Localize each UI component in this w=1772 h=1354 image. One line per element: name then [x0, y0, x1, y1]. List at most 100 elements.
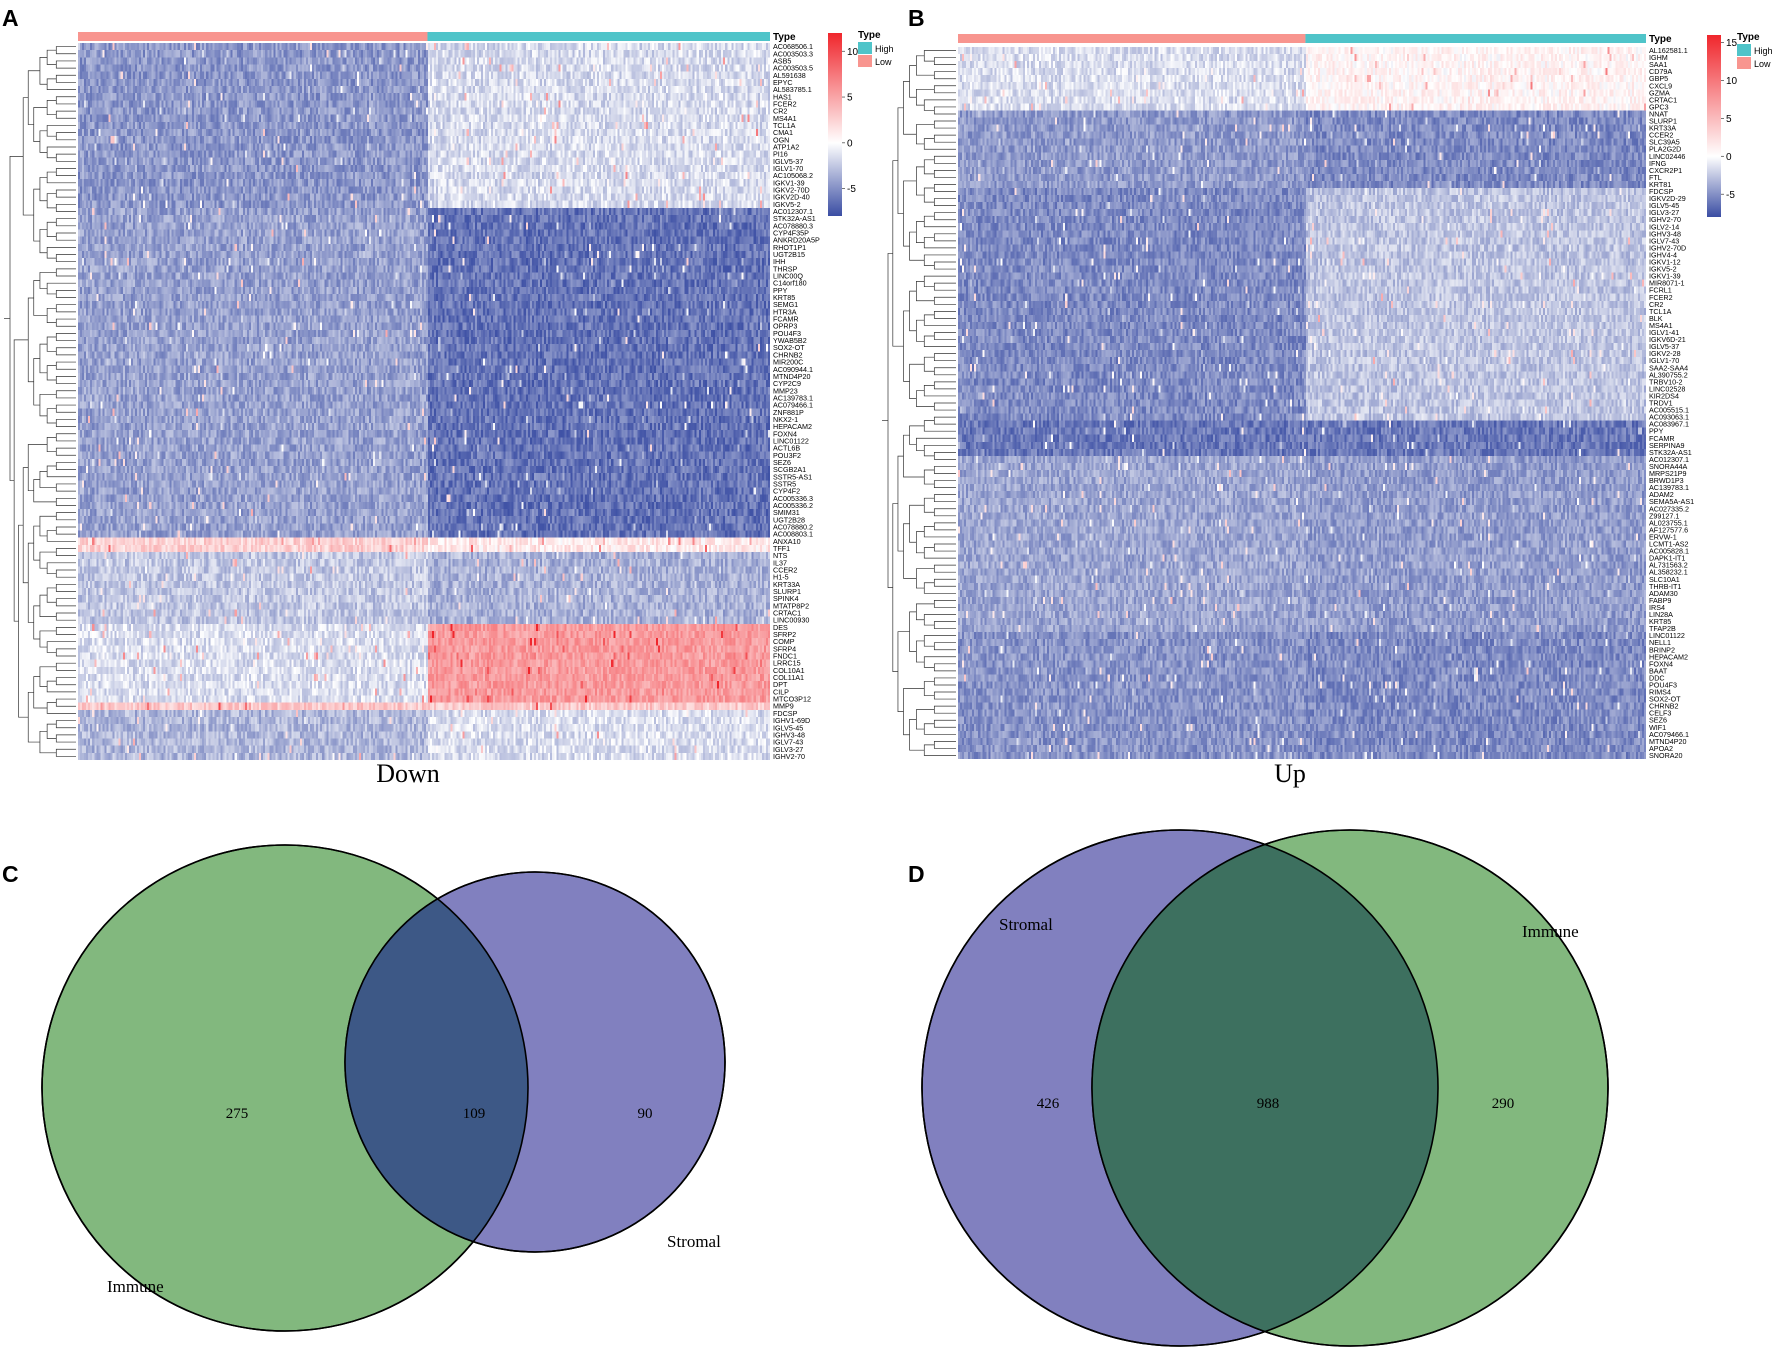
dendrogram-branch	[46, 282, 76, 295]
legend-swatch-high	[1737, 44, 1751, 56]
gene-label: COL11A1	[773, 673, 804, 682]
gene-label: FOXN4	[773, 429, 797, 438]
gene-label: FTL	[1649, 173, 1662, 182]
gene-label: IGLV5-45	[773, 723, 803, 732]
dendrogram-branch	[933, 120, 956, 129]
gene-label: SEMA5A-AS1	[1649, 497, 1694, 506]
dendrogram-branch	[55, 96, 76, 105]
label-immune: Immune	[1522, 922, 1579, 941]
gene-label: AC005515.1	[1649, 406, 1689, 415]
dendrogram-branch	[923, 335, 956, 347]
legend-swatch-high	[858, 42, 872, 54]
gene-label: MIR8071-1	[1649, 279, 1685, 288]
dendrogram-branch	[46, 702, 76, 714]
dendrogram-branch	[39, 666, 57, 687]
dendrogram-branch	[33, 676, 48, 709]
type-annotation-label: Type	[773, 32, 796, 43]
dendrogram-branch	[46, 100, 57, 116]
gene-label: PPY	[773, 286, 788, 295]
dendrogram-branch	[916, 319, 925, 342]
dendrogram-branch	[903, 688, 925, 736]
panel-letter-b: B	[908, 5, 925, 31]
dendrogram-branch	[933, 451, 956, 460]
gene-label: ADAM2	[1649, 490, 1674, 499]
gene-label: CHRNB2	[773, 350, 803, 359]
gene-label: HTR3A	[773, 307, 797, 316]
gene-label: TCL1A	[1649, 307, 1672, 316]
gene-label: AC079466.1	[773, 401, 813, 410]
dendrogram-branch	[39, 551, 57, 569]
legend-label-high: High	[875, 44, 894, 54]
dendrogram-branch	[916, 709, 935, 730]
gene-label: MS4A1	[773, 114, 797, 123]
dendrogram-branch	[923, 497, 935, 513]
gene-label: PLA2G2D	[1649, 145, 1681, 154]
dendrogram-branch	[55, 376, 76, 384]
dendrogram-branch	[39, 229, 48, 254]
gene-label: MTND4P20	[1649, 737, 1687, 746]
dendrogram-branch	[916, 640, 925, 663]
gene-label: MS4A1	[1649, 321, 1673, 330]
gene-label: IGLV5-37	[773, 157, 803, 166]
dendrogram-branch	[55, 60, 76, 69]
dendrogram-branch	[933, 134, 956, 143]
gene-label: MMP23	[773, 386, 798, 395]
dendrogram-branch	[33, 525, 40, 561]
gene-label: IGKV1-12	[1649, 258, 1681, 267]
gene-label: IGHV2-70	[1649, 215, 1681, 224]
legend-label-low: Low	[1754, 59, 1771, 69]
dendrogram-branch	[55, 203, 76, 212]
gene-label: NKX2-1	[773, 415, 798, 424]
dendrogram-branch	[916, 221, 925, 243]
dendrogram-branch	[39, 393, 57, 417]
dendrogram-branch	[55, 447, 76, 456]
gene-label: MRPS21P9	[1649, 469, 1687, 478]
gene-label: NTS	[773, 551, 788, 560]
gene-label: PPY	[1649, 427, 1664, 436]
panel-caption-up: Up	[1274, 759, 1306, 788]
dendrogram-branch	[46, 365, 57, 381]
gene-label: LINC02446	[1649, 152, 1685, 161]
dendrogram-branch	[916, 603, 935, 621]
gene-label: H1-5	[773, 573, 789, 582]
gene-label: IGHV2-70	[773, 752, 805, 761]
gene-label: AL023755.1	[1649, 518, 1688, 527]
gene-label: AC005336.3	[773, 494, 813, 503]
dendrogram-branch	[933, 741, 956, 749]
gene-label: SFRP4	[773, 644, 796, 653]
dendrogram-branch	[55, 433, 76, 442]
dendrogram-branch	[923, 547, 956, 559]
dendrogram-branch	[55, 569, 76, 578]
gene-label: CMA1	[773, 128, 793, 137]
dendrogram-branch	[55, 304, 76, 313]
legend-swatch-low	[858, 55, 872, 67]
count-immune-only: 275	[226, 1106, 249, 1122]
gene-label: CYP2C9	[773, 379, 801, 388]
gene-label: IGKV5-2	[773, 200, 801, 209]
dendrogram-branch	[46, 562, 76, 574]
colorbar-gradient	[828, 33, 842, 216]
dendrogram-branch	[933, 311, 956, 319]
gene-label: DES	[773, 623, 788, 632]
dendrogram-branch	[909, 363, 925, 399]
gene-label: THRSP	[773, 264, 798, 273]
gene-label: DPT	[773, 680, 788, 689]
gene-label: ANXA10	[773, 537, 801, 546]
gene-label: IGLV3-27	[1649, 208, 1679, 217]
gene-label: MTATP8P2	[773, 601, 809, 610]
dendrogram-branch	[923, 187, 935, 203]
gene-label: ADAM30	[1649, 589, 1678, 598]
legend-title: Type	[1737, 32, 1760, 43]
gene-label: FCER2	[773, 99, 797, 108]
gene-label: AF127577.6	[1649, 525, 1688, 534]
gene-label: PI16	[773, 150, 788, 159]
legend-label-high: High	[1754, 46, 1772, 56]
gene-label: LIN28A	[1649, 610, 1673, 619]
colorbar-tick-label: -5	[847, 184, 856, 195]
gene-label: TFF1	[773, 544, 790, 553]
colorbar-tick-label: 10	[1726, 76, 1738, 87]
gene-label: KRT33A	[1649, 124, 1676, 133]
dendrogram-branch	[55, 512, 76, 521]
dendrogram-branch	[55, 218, 76, 227]
